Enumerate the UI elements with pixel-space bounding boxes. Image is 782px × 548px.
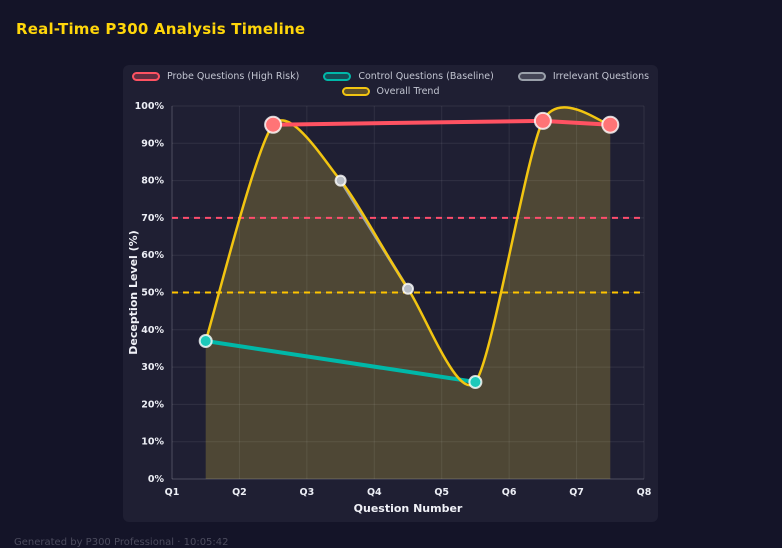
control-data-point[interactable] (198, 334, 213, 348)
y-tick-label: 20% (141, 399, 164, 410)
y-tick-label: 100% (135, 101, 165, 112)
legend-label-trend: Overall Trend (376, 86, 440, 97)
legend-item-irrelevant[interactable]: Irrelevant Questions (517, 71, 650, 82)
y-tick-label: 10% (141, 437, 164, 448)
irrelevant-data-point[interactable] (334, 174, 347, 187)
y-tick-label: 0% (148, 474, 165, 485)
generated-footer: Generated by P300 Professional · 10:05:4… (14, 537, 229, 548)
probe-data-point[interactable] (264, 115, 283, 134)
x-tick-label: Q6 (502, 487, 517, 498)
x-axis-label: Question Number (354, 502, 463, 515)
probe-data-point[interactable] (601, 115, 620, 134)
probe-legend-swatch (131, 72, 160, 81)
legend-row-1: Probe Questions (High Risk) Control Ques… (131, 71, 650, 82)
y-axis-label: Deception Level (%) (127, 230, 140, 354)
x-tick-label: Q4 (367, 487, 382, 498)
x-tick-label: Q3 (300, 487, 315, 498)
chart-panel: 0% 10% 20% 30% 40% 50% 60% 70% 80% 90% 100% Q1 Q2 Q3 Q… (123, 65, 658, 522)
chart-legend: Probe Questions (High Risk) Control Ques… (123, 71, 658, 97)
y-tick-label: 30% (141, 362, 164, 373)
legend-item-probe[interactable]: Probe Questions (High Risk) (131, 71, 300, 82)
irrelevant-data-point[interactable] (402, 282, 414, 295)
y-tick-label: 50% (141, 288, 164, 299)
legend-item-trend[interactable]: Overall Trend (341, 86, 440, 97)
y-tick-label: 70% (141, 213, 164, 224)
control-legend-swatch (323, 72, 352, 81)
control-line (203, 339, 478, 384)
x-tick-label: Q8 (637, 487, 652, 498)
y-tick-label: 90% (141, 138, 164, 149)
trend-legend-swatch (341, 87, 370, 96)
x-tick-label: Q2 (232, 487, 247, 498)
x-tick-label: Q1 (165, 487, 180, 498)
p300-timeline-chart: 0% 10% 20% 30% 40% 50% 60% 70% 80% 90% 100% Q1 Q2 Q3 Q… (127, 101, 652, 515)
legend-label-control: Control Questions (Baseline) (358, 71, 494, 82)
y-tick-label: 60% (141, 250, 164, 261)
legend-label-irrelevant: Irrelevant Questions (552, 71, 650, 82)
legend-item-control[interactable]: Control Questions (Baseline) (323, 71, 494, 82)
page-title: Real-Time P300 Analysis Timeline (16, 20, 306, 38)
x-tick-label: Q5 (434, 487, 449, 498)
y-tick-label: 40% (141, 325, 164, 336)
y-tick-label: 80% (141, 176, 164, 187)
legend-label-probe: Probe Questions (High Risk) (166, 71, 300, 82)
x-tick-label: Q7 (569, 487, 584, 498)
legend-row-2: Overall Trend (341, 86, 440, 97)
control-data-point[interactable] (468, 375, 483, 389)
probe-data-point[interactable] (533, 111, 552, 130)
irrelevant-legend-swatch (517, 72, 546, 81)
